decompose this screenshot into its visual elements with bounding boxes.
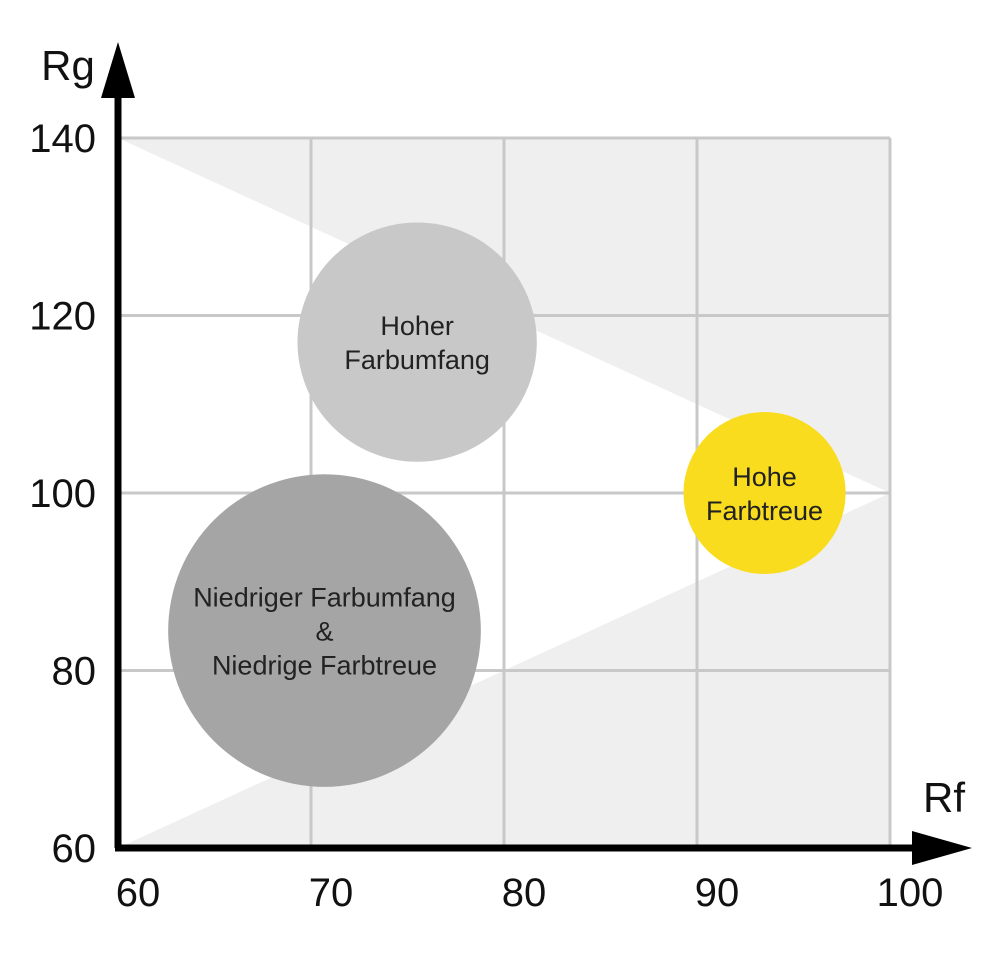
bubble-label-2-1: Farbtreue bbox=[706, 496, 823, 526]
bubble-label-2-0: Hohe bbox=[732, 462, 797, 492]
x-tick-label-60: 60 bbox=[116, 871, 161, 915]
y-tick-label-120: 120 bbox=[29, 295, 96, 339]
x-tick-label-100: 100 bbox=[877, 871, 944, 915]
y-axis-label: Rg bbox=[41, 42, 95, 89]
y-tick-label-140: 140 bbox=[29, 117, 96, 161]
bubble-label-0-0: Hoher bbox=[380, 311, 454, 341]
bubble-1 bbox=[168, 474, 481, 787]
x-axis-arrow-icon bbox=[912, 831, 972, 865]
y-axis-arrow-icon bbox=[101, 42, 135, 98]
bubble-label-1-1: & bbox=[316, 617, 334, 647]
bubbles: Hoher Farbumfang Niedriger Farbumfang & Nied… bbox=[168, 222, 846, 787]
axes bbox=[101, 42, 972, 865]
bubble-0 bbox=[297, 222, 537, 462]
bubble-label-0-1: Farbumfang bbox=[344, 345, 490, 375]
x-tick-label-70: 70 bbox=[309, 871, 354, 915]
y-tick-label-80: 80 bbox=[52, 650, 97, 694]
bubble-label-1-2: Niedrige Farbtreue bbox=[212, 651, 437, 681]
x-axis-label: Rf bbox=[923, 774, 965, 821]
y-tick-label-60: 60 bbox=[52, 827, 97, 871]
bubble-label-1-0: Niedriger Farbumfang bbox=[193, 583, 456, 613]
x-tick-label-80: 80 bbox=[502, 871, 547, 915]
tick-labels: 60 70 80 90 100 60 80 100 120 140 bbox=[29, 117, 943, 915]
y-tick-label-100: 100 bbox=[29, 472, 96, 516]
x-tick-label-90: 90 bbox=[695, 871, 740, 915]
bubble-2 bbox=[683, 411, 846, 575]
